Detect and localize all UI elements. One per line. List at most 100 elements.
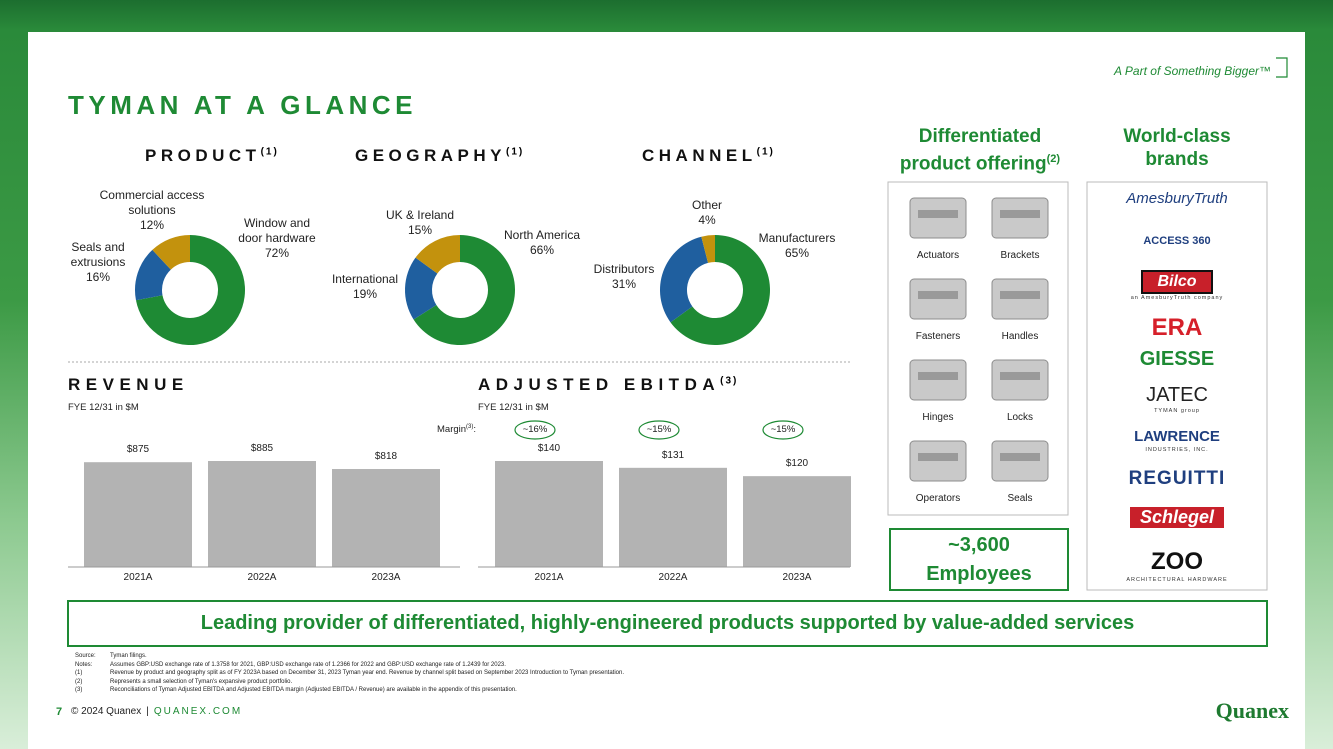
bar-value-label: $875 [126, 444, 150, 456]
slice-value: 66% [529, 243, 555, 257]
slice-name: Distributors [593, 262, 655, 276]
chart-title-note: (1) [756, 146, 775, 158]
chart-title: PRODUCT [145, 146, 261, 165]
brand-name: Schlegel [1129, 507, 1225, 528]
bar [208, 461, 316, 567]
slice-value: 15% [407, 223, 433, 237]
employees-box [889, 528, 1069, 591]
brand-name: ACCESS 360 [1143, 235, 1211, 247]
slice-name: Seals and extrusions [70, 240, 126, 269]
offering-title-box: Differentiated product offering(2) [890, 125, 1070, 175]
brand-row: REGUITTI [1087, 468, 1267, 490]
slice-name: Manufacturers [758, 231, 836, 245]
site: QUANEX.COM [153, 706, 243, 717]
margin-label: ~16% [522, 424, 548, 435]
slice-name: North America [503, 228, 581, 242]
product-icon-detail [1000, 372, 1040, 380]
product-icon-detail [1000, 453, 1040, 461]
brand-row: LAWRENCE INDUSTRIES, INC. [1087, 428, 1267, 453]
product-name: Hinges [922, 412, 954, 423]
chart-title-note: (3) [720, 375, 739, 387]
footnote-text: Assumes GBP:USD exchange rate of 1.3758 … [110, 661, 506, 668]
bar [332, 469, 440, 567]
employees-label: Employees [926, 563, 1032, 585]
bar-value-label: $140 [537, 443, 561, 454]
footnote-key: Notes: [75, 661, 93, 668]
margin-oval [762, 420, 804, 440]
product-icon-detail [918, 210, 958, 218]
brand-row: ACCESS 360 [1087, 231, 1267, 249]
banner-box [67, 600, 1268, 647]
bar-value-label: $885 [250, 443, 274, 454]
chart-title: ADJUSTED EBITDA [478, 375, 721, 394]
slice-value: 65% [784, 246, 810, 260]
brand-sub: INDUSTRIES, INC. [1145, 447, 1209, 453]
pie-slice [415, 235, 460, 274]
slice-name: Other [691, 198, 722, 212]
slice-label: UK & Ireland 15% [375, 208, 465, 238]
pie-slice [404, 257, 438, 320]
brands-title: World-class brands [1123, 126, 1231, 170]
margin-note: (3) [466, 424, 474, 430]
chart-title: GEOGRAPHY [355, 146, 507, 165]
slice-value: 12% [139, 218, 165, 232]
footnote-key: (1) [75, 670, 83, 677]
slice-label: Window and door hardware 72% [232, 216, 322, 261]
slice-label: Distributors 31% [579, 262, 669, 292]
product-name: Locks [1006, 412, 1034, 423]
footnote-text: Revenue by product and geography split a… [110, 670, 625, 677]
chart-subtitle: FYE 12/31 in $M [478, 402, 549, 413]
footer-text: © 2024 Quanex | QUANEX.COM [71, 706, 242, 717]
slice-label: Other 4% [677, 198, 737, 228]
x-tick-label: 2022A [247, 572, 277, 583]
margin-label: ~15% [646, 424, 672, 435]
brand-row: Schlegel [1087, 507, 1267, 528]
brand-row: GIESSE [1087, 348, 1267, 371]
x-tick-label: 2022A [658, 572, 688, 583]
x-tick-label: 2023A [371, 572, 401, 583]
brand-name: JATEC [1146, 384, 1208, 406]
bar [743, 476, 851, 567]
chart-subtitle: FYE 12/31 in $M [68, 402, 139, 413]
product-name: Seals [1007, 493, 1033, 504]
offering-title-note: (2) [1046, 153, 1061, 165]
footnote-text: Represents a small selection of Tyman's … [110, 678, 293, 685]
margin-caption: Margin(3): [437, 424, 476, 435]
brand-row: AmesburyTruth [1087, 190, 1267, 208]
chart-title-note: (1) [260, 146, 279, 158]
pie-slice [660, 236, 709, 323]
brand-sub: an AmesburyTruth company [1130, 295, 1224, 301]
slice-name: Window and door hardware [238, 216, 316, 245]
bar [84, 462, 192, 567]
chart-title-box: REVENUE [68, 375, 189, 395]
bar-value-label: $131 [661, 449, 685, 461]
footnote-text: Reconciliations of Tyman Adjusted EBITDA… [110, 687, 517, 694]
employees-count: ~3,600 [948, 534, 1010, 556]
slice-label: North America 66% [487, 228, 597, 258]
brand-sub: TYMAN group [1154, 408, 1200, 414]
x-tick-label: 2021A [534, 572, 564, 583]
copyright: © 2024 Quanex [71, 706, 142, 717]
brand-name: LAWRENCE [1134, 428, 1220, 445]
chart-title-box: GEOGRAPHY(1) [355, 146, 524, 166]
banner-text: Leading provider of differentiated, high… [200, 612, 1135, 634]
margin-label: ~15% [770, 424, 796, 435]
brand-row: ERA [1087, 314, 1267, 342]
product-name: Fasteners [915, 331, 961, 342]
offering-title: Differentiated product offering [899, 126, 1047, 175]
brand-row: ZOO ARCHITECTURAL HARDWARE [1087, 548, 1267, 583]
pie-slice [135, 235, 245, 345]
x-tick-label: 2021A [123, 572, 153, 583]
margin-oval [514, 420, 556, 440]
bar-value-label: $120 [785, 458, 809, 470]
bar-value-label: $818 [374, 451, 398, 463]
pie-slice [413, 235, 515, 345]
pie-slice [670, 235, 771, 346]
brand-name: AmesburyTruth [1126, 190, 1228, 207]
product-name: Handles [1001, 331, 1039, 342]
brand-name: ERA [1151, 314, 1203, 341]
product-name: Operators [915, 493, 961, 504]
margin-oval [638, 420, 680, 440]
slice-label: Manufacturers 65% [747, 231, 847, 261]
